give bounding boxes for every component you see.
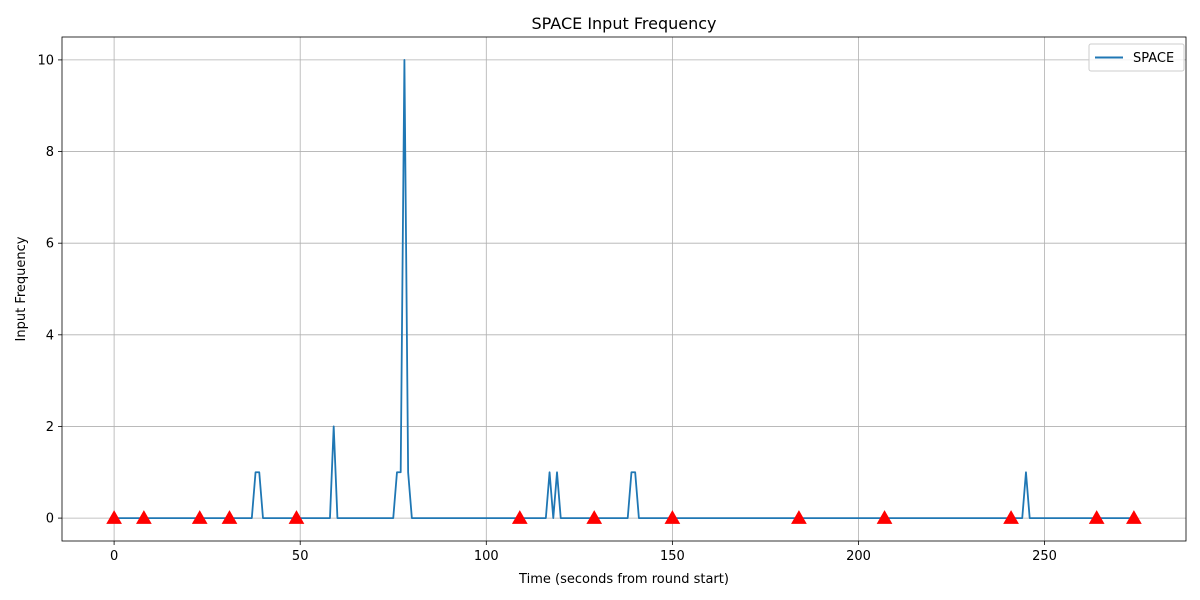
x-tick-label: 50 xyxy=(292,549,309,564)
x-tick-label: 100 xyxy=(474,549,499,564)
legend: SPACE xyxy=(1088,43,1185,72)
triangle-marker xyxy=(791,510,807,524)
triangle-marker xyxy=(106,510,122,524)
x-tick-label: 150 xyxy=(660,549,685,564)
marker-layer xyxy=(106,510,1142,524)
triangle-marker xyxy=(221,510,238,524)
x-axis-title: Time (seconds from round start) xyxy=(518,572,729,587)
series-layer xyxy=(114,59,1134,519)
triangle-marker xyxy=(1126,510,1142,524)
chart-title: SPACE Input Frequency xyxy=(532,14,717,33)
series-line-0 xyxy=(114,59,1134,519)
triangle-marker xyxy=(586,510,603,524)
axes-frame xyxy=(61,36,1187,542)
y-ticks: 0 2 4 6 8 10 xyxy=(37,53,62,527)
y-tick-label: 4 xyxy=(46,328,54,343)
y-tick-label: 10 xyxy=(37,53,54,68)
triangle-marker xyxy=(1003,510,1019,524)
triangle-marker xyxy=(288,510,305,524)
triangle-marker xyxy=(136,510,152,524)
x-tick-label: 250 xyxy=(1032,549,1057,564)
legend-label: SPACE xyxy=(1133,51,1174,66)
x-ticks: 0 50 100 150 200 250 xyxy=(110,541,1057,564)
y-tick-label: 2 xyxy=(46,420,54,435)
x-tick-label: 200 xyxy=(846,549,871,564)
triangle-marker xyxy=(191,510,208,524)
triangle-marker xyxy=(664,510,681,524)
y-axis-title: Input Frequency xyxy=(14,236,29,341)
triangle-marker xyxy=(876,510,893,524)
y-tick-label: 8 xyxy=(46,145,54,160)
x-tick-label: 0 xyxy=(110,549,118,564)
triangle-marker xyxy=(511,510,528,524)
triangle-marker xyxy=(1088,510,1105,524)
legend-box xyxy=(1088,43,1185,72)
y-tick-label: 0 xyxy=(46,512,54,527)
y-tick-label: 6 xyxy=(46,237,54,252)
